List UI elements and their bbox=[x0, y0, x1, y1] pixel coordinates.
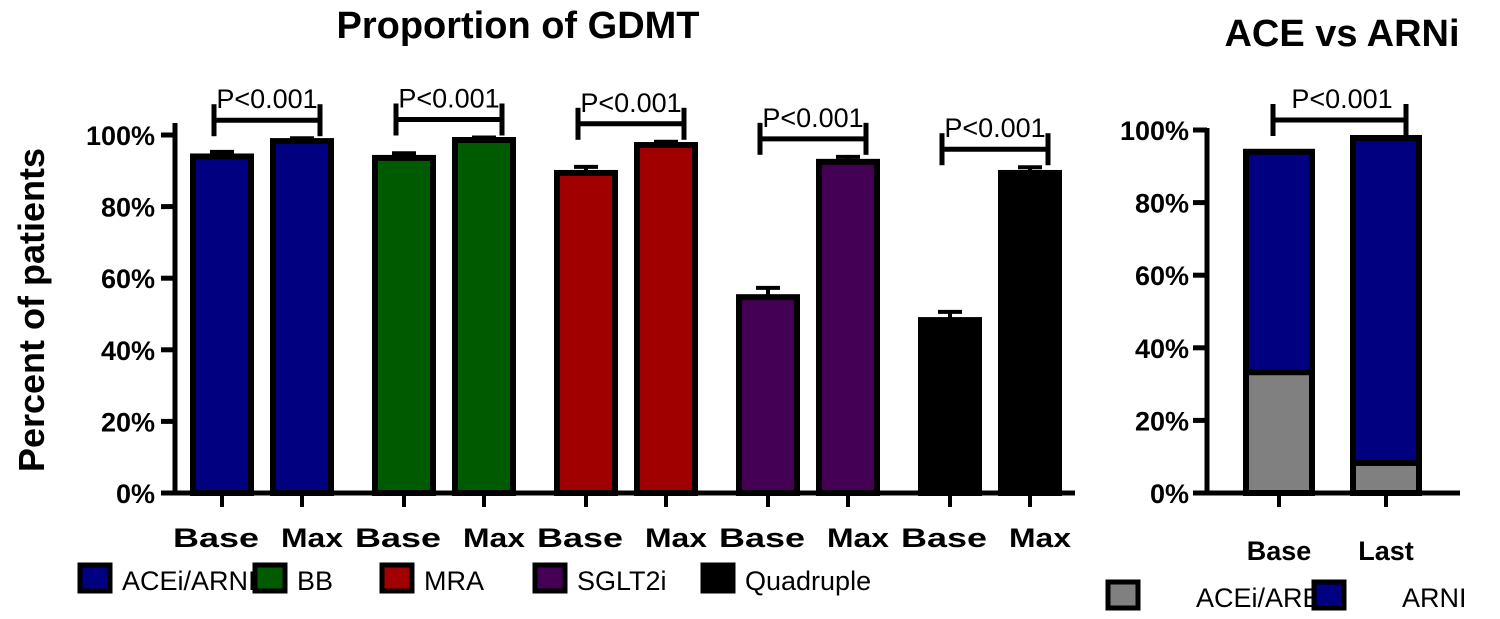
x-tick-label: Max bbox=[1009, 523, 1071, 553]
y-tick-label: 80% bbox=[101, 193, 155, 223]
right-plot: 0% 20% 40% 60% 80% 100% Base Last P<0.001 ACEi/AR… bbox=[1105, 84, 1467, 613]
y-tick-label: 100% bbox=[86, 121, 155, 151]
y-tick-label: 60% bbox=[1135, 261, 1189, 291]
legend-label: Quadruple bbox=[745, 566, 871, 596]
x-tick-label: Max bbox=[281, 523, 343, 553]
x-tick-label: Base bbox=[719, 523, 805, 553]
y-axis-label: Percent of patients bbox=[11, 148, 52, 472]
bar-ACEi/ARB-Last bbox=[1350, 459, 1422, 497]
bar-SGLT2i-Max bbox=[816, 158, 880, 496]
legend-swatch-ACEi/ARNI bbox=[77, 562, 113, 594]
bar-MRA-Max bbox=[634, 142, 698, 497]
x-tick-label: Max bbox=[463, 523, 525, 553]
p-value-label: P<0.001 bbox=[762, 103, 863, 133]
legend-label: BB bbox=[297, 566, 333, 596]
y-tick-label: 20% bbox=[1135, 406, 1189, 436]
x-tick-label: Base bbox=[537, 523, 623, 553]
p-value-label: P<0.001 bbox=[580, 88, 681, 118]
x-tick-label: Base bbox=[355, 523, 441, 553]
left-plot: 0% 20% 40% 60% 80% 100% Base Max P<0.001 ACEi/ARN… bbox=[77, 84, 1075, 596]
bar-ACEi/ARNI-Max bbox=[270, 138, 334, 496]
y-tick-label: 20% bbox=[101, 407, 155, 437]
y-tick-label: 40% bbox=[1135, 334, 1189, 364]
bar-SGLT2i-Base bbox=[736, 294, 800, 497]
y-tick-label: 0% bbox=[1150, 479, 1189, 509]
y-tick-label: 60% bbox=[101, 264, 155, 294]
x-tick-label: Base bbox=[173, 523, 259, 553]
bar-ACEi/ARNI-Base bbox=[190, 153, 254, 496]
bar-Quadruple-Base bbox=[918, 317, 982, 496]
legend-swatch-BB bbox=[252, 562, 288, 594]
legend-label: ARNI bbox=[1402, 583, 1467, 613]
legend-label: ACEi/ARNI bbox=[122, 566, 256, 596]
bar-BB-Base bbox=[372, 154, 436, 497]
legend-swatch-ARNI bbox=[1311, 579, 1347, 611]
legend-label: ACEi/ARB bbox=[1196, 583, 1321, 613]
legend-label: MRA bbox=[424, 566, 484, 596]
left-chart-title: Proportion of GDMT bbox=[336, 5, 699, 47]
y-tick-label: 80% bbox=[1135, 189, 1189, 219]
x-tick-label: Max bbox=[645, 523, 707, 553]
legend-swatch-Quadruple bbox=[700, 562, 736, 594]
right-chart-title: ACE vs ARNi bbox=[1224, 13, 1459, 55]
bar-ACEi/ARB-Base bbox=[1243, 369, 1315, 496]
y-tick-label: 0% bbox=[116, 479, 155, 509]
x-tick-label: Max bbox=[827, 523, 889, 553]
bar-ARNI-Base bbox=[1243, 148, 1315, 376]
p-value-label: P<0.001 bbox=[1291, 84, 1392, 114]
y-tick-label: 100% bbox=[1120, 116, 1189, 146]
p-value-label: P<0.001 bbox=[398, 84, 499, 114]
legend-label: SGLT2i bbox=[577, 566, 667, 596]
bar-ARNI-Last bbox=[1350, 134, 1422, 466]
bar-Quadruple-Max bbox=[998, 169, 1062, 496]
legend-swatch-ACEi/ARB bbox=[1105, 579, 1141, 611]
p-value-label: P<0.001 bbox=[216, 84, 317, 114]
x-tick-label: Last bbox=[1358, 536, 1414, 566]
y-tick-label: 40% bbox=[101, 336, 155, 366]
legend-swatch-SGLT2i bbox=[532, 562, 568, 594]
bar-MRA-Base bbox=[554, 169, 618, 496]
bar-BB-Max bbox=[452, 137, 516, 496]
x-tick-label: Base bbox=[1247, 536, 1312, 566]
legend-swatch-MRA bbox=[379, 562, 415, 594]
p-value-label: P<0.001 bbox=[944, 113, 1045, 143]
x-tick-label: Base bbox=[901, 523, 987, 553]
